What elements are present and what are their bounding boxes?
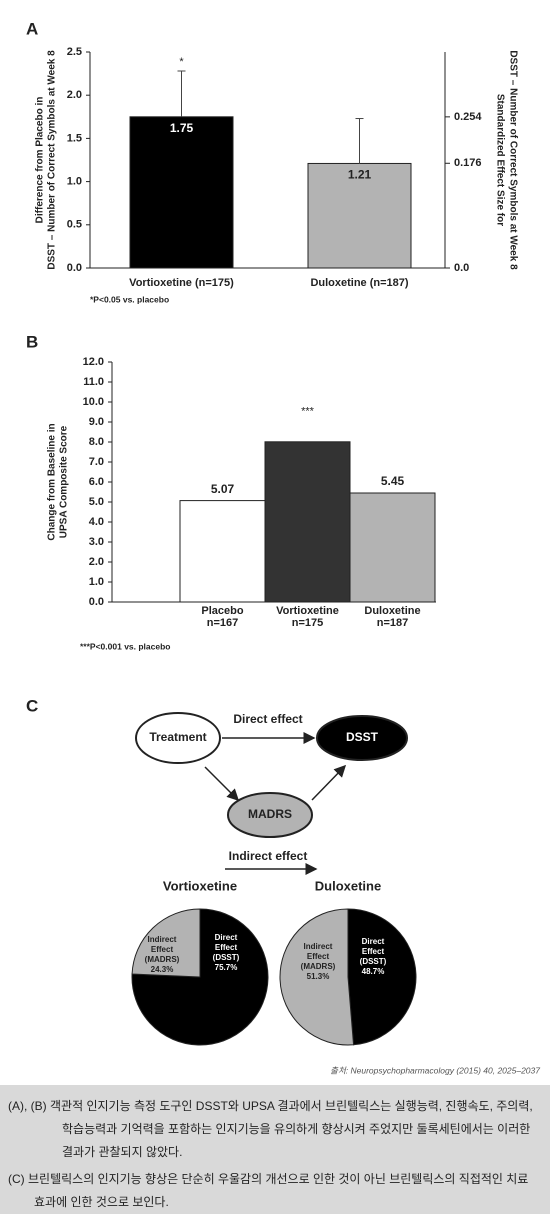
caption: (A), (B) 객관적 인지기능 측정 도구인 DSST와 UPSA 결과에서… bbox=[0, 1085, 550, 1214]
slice-label: Direct Effect (DSST) 75.7% bbox=[205, 933, 247, 973]
panel-label: C bbox=[26, 696, 38, 715]
edge-label: Direct effect bbox=[233, 712, 302, 726]
bar bbox=[129, 116, 234, 269]
slice-label: Indirect Effect (MADRS) 51.3% bbox=[297, 942, 339, 982]
y-tick-label: 0.0 bbox=[89, 596, 104, 608]
node-label: DSST bbox=[346, 730, 379, 744]
slice-value: 24.3% bbox=[150, 965, 174, 974]
node-shape bbox=[135, 712, 221, 764]
y-tick-label: 8.0 bbox=[89, 436, 104, 448]
caption-text: (A), (B) 객관적 인지기능 측정 도구인 DSST와 UPSA 결과에서… bbox=[8, 1099, 533, 1159]
node-shape bbox=[227, 792, 313, 838]
y-tick-label: 5.0 bbox=[89, 496, 104, 508]
slice-value: 75.7% bbox=[214, 963, 238, 972]
pie-slice bbox=[279, 908, 355, 1046]
slice-label: Direct Effect (DSST) 48.7% bbox=[352, 937, 394, 977]
value-label: 8.01 bbox=[296, 423, 320, 437]
edge bbox=[204, 766, 240, 802]
y-tick-label: 12.0 bbox=[83, 356, 104, 368]
y-tick-label: 2.0 bbox=[89, 556, 104, 568]
pie-slice bbox=[347, 908, 417, 1046]
footnote: ***P<0.001 vs. placebo bbox=[80, 641, 171, 651]
value-label: 1.21 bbox=[348, 168, 372, 182]
edge-label: Indirect effect bbox=[229, 849, 308, 863]
y-tick-label: 10.0 bbox=[83, 396, 104, 408]
node-label: MADRS bbox=[248, 807, 292, 821]
y-tick-label: 9.0 bbox=[89, 416, 104, 428]
y-tick-label: 6.0 bbox=[89, 476, 104, 488]
x-tick-note: n=175 bbox=[292, 617, 324, 629]
y-tick-label: 0.5 bbox=[67, 219, 82, 231]
pie-title: Duloxetine bbox=[315, 878, 381, 893]
y-tick-label: 1.5 bbox=[67, 132, 82, 144]
y-tick-label: 4.0 bbox=[89, 516, 104, 528]
y-tick-label: 1.0 bbox=[67, 176, 82, 188]
slice-value: 48.7% bbox=[361, 967, 385, 976]
y-tick-label: 7.0 bbox=[89, 456, 104, 468]
y2-axis-label: Standardized Effect Size for bbox=[494, 94, 505, 226]
x-tick-label: Duloxetine bbox=[364, 605, 420, 617]
y-axis-label: Change from Baseline in bbox=[47, 423, 58, 540]
panel-label: A bbox=[26, 19, 38, 38]
slice-category: Indirect Effect (MADRS) bbox=[144, 935, 180, 964]
node-shape bbox=[316, 715, 408, 761]
x-tick-label: Vortioxetine (n=175) bbox=[129, 277, 234, 289]
bar bbox=[349, 492, 436, 603]
y-axis-label: UPSA Composite Score bbox=[59, 425, 70, 538]
y-axis-label: DSST – Number of Correct Symbols at Week… bbox=[47, 50, 58, 270]
y2-axis-label: DSST – Number of Correct Symbols at Week… bbox=[507, 50, 518, 270]
value-label: 5.07 bbox=[211, 482, 235, 496]
significance-mark: *** bbox=[301, 406, 315, 418]
y-axis-label: Difference from Placebo in bbox=[35, 97, 46, 224]
y2-tick-label: 0.254 bbox=[454, 111, 482, 123]
slice-label: Indirect Effect (MADRS) 24.3% bbox=[141, 935, 183, 975]
slice-category: Indirect Effect (MADRS) bbox=[300, 942, 336, 971]
y-tick-label: 3.0 bbox=[89, 536, 104, 548]
bar bbox=[179, 500, 266, 603]
source: 출처: Neuropsychopharmacology (2015) 40, 2… bbox=[330, 1065, 540, 1075]
slice-category: Direct Effect (DSST) bbox=[212, 933, 240, 962]
pie-slice bbox=[131, 908, 201, 978]
edge bbox=[311, 764, 347, 801]
slice-value: 51.3% bbox=[306, 972, 330, 981]
y2-tick-label: 0.176 bbox=[454, 157, 482, 169]
x-tick-label: Duloxetine (n=187) bbox=[310, 277, 408, 289]
y-tick-label: 2.0 bbox=[67, 89, 82, 101]
y-tick-label: 2.5 bbox=[67, 46, 82, 58]
y-tick-label: 1.0 bbox=[89, 576, 104, 588]
panel-label: B bbox=[26, 332, 38, 351]
x-tick-note: n=167 bbox=[207, 617, 239, 629]
y-tick-label: 0.0 bbox=[67, 262, 82, 274]
node-label: Treatment bbox=[149, 730, 206, 744]
footnote: *P<0.05 vs. placebo bbox=[90, 294, 169, 304]
bar bbox=[264, 441, 351, 603]
x-tick-note: n=187 bbox=[377, 617, 409, 629]
pie-title: Vortioxetine bbox=[163, 878, 237, 893]
x-tick-label: Vortioxetine bbox=[276, 605, 339, 617]
significance-mark: * bbox=[179, 56, 184, 68]
y2-tick-label: 0.0 bbox=[454, 262, 469, 274]
x-tick-label: Placebo bbox=[201, 605, 243, 617]
slice-category: Direct Effect (DSST) bbox=[359, 937, 387, 966]
value-label: 5.45 bbox=[381, 474, 405, 488]
value-label: 1.75 bbox=[170, 121, 194, 135]
caption-text: (C) 브린텔릭스의 인지기능 향상은 단순히 우울감의 개선으로 인한 것이 … bbox=[8, 1172, 529, 1209]
y-tick-label: 11.0 bbox=[83, 376, 104, 388]
